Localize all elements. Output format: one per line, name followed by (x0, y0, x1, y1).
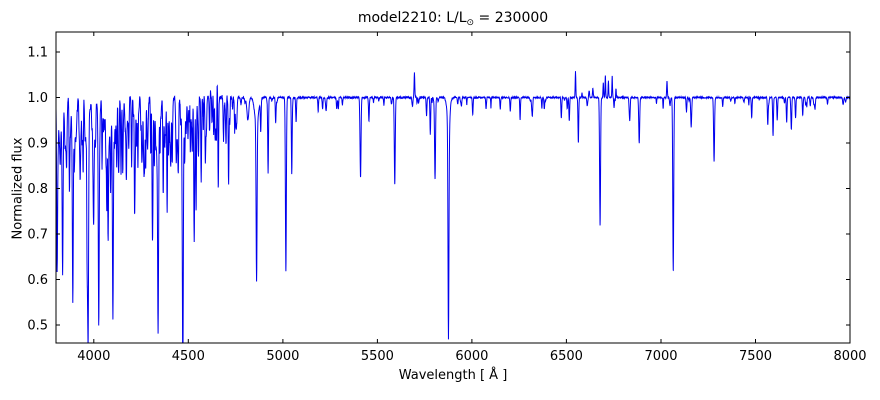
sun-symbol: ⊙ (466, 18, 475, 28)
x-tick-label: 5000 (266, 349, 299, 364)
y-tick-label: 0.8 (27, 182, 48, 197)
x-tick-label: 7500 (739, 349, 772, 364)
spectrum-line (55, 71, 851, 344)
y-tick-label: 1.0 (27, 91, 48, 106)
x-tick-label: 6000 (455, 349, 488, 364)
chart-title-value: = 230000 (474, 10, 549, 26)
y-axis-label: Normalized flux (10, 137, 26, 240)
y-tick-label: 0.7 (27, 228, 48, 243)
y-tick-label: 0.5 (27, 319, 48, 334)
x-tick-label: 7000 (644, 349, 677, 364)
x-tick-label: 4500 (172, 349, 205, 364)
y-tick-label: 0.6 (27, 273, 48, 288)
axes-frame (55, 31, 851, 344)
y-tick-label: 0.9 (27, 137, 48, 152)
chart-title: model2210: L/L⊙ = 230000 (56, 10, 850, 28)
x-axis-label: Wavelength [ Å ] (398, 368, 508, 383)
chart-title-text: model2210: L/L (357, 10, 467, 26)
y-tick-label: 1.1 (27, 46, 48, 61)
x-tick-label: 6500 (550, 349, 583, 364)
x-tick-label: 4000 (77, 349, 110, 364)
x-tick-label: 5500 (361, 349, 394, 364)
x-tick-label: 8000 (833, 349, 866, 364)
